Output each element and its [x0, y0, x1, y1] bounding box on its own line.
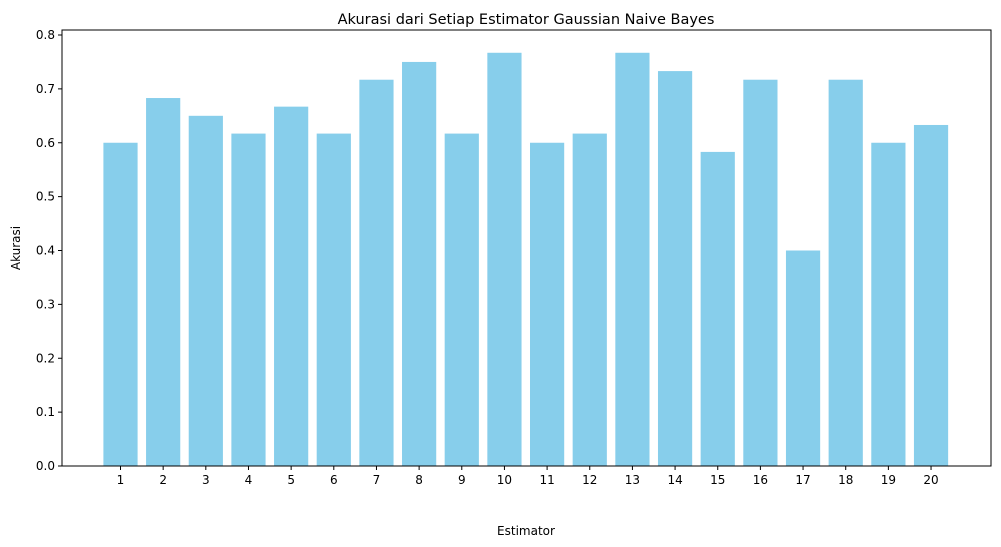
- x-tick-label-14: 14: [667, 473, 682, 487]
- bar-3: [188, 115, 223, 466]
- x-tick-label-1: 1: [117, 473, 125, 487]
- x-tick-label-12: 12: [582, 473, 597, 487]
- x-tick-label-11: 11: [539, 473, 554, 487]
- bar-18: [828, 79, 863, 466]
- y-tick-label-0.0: 0.0: [36, 459, 55, 473]
- x-tick-label-13: 13: [625, 473, 640, 487]
- y-tick-label-0.4: 0.4: [36, 244, 55, 258]
- y-tick-label-0.7: 0.7: [36, 82, 55, 96]
- bar-6: [316, 133, 351, 466]
- bar-2: [146, 98, 181, 466]
- bar-13: [615, 52, 650, 466]
- chart-title: Akurasi dari Setiap Estimator Gaussian N…: [338, 12, 715, 28]
- bar-7: [359, 79, 394, 466]
- x-tick-label-19: 19: [881, 473, 896, 487]
- y-axis: 0.0 0.1 0.2 0.3 0.4 0.5 0.6 0.7 0.8: [36, 28, 62, 473]
- x-tick-label-7: 7: [373, 473, 381, 487]
- y-tick-label-0.1: 0.1: [36, 405, 55, 419]
- x-tick-label-17: 17: [795, 473, 810, 487]
- x-tick-label-10: 10: [497, 473, 512, 487]
- x-tick-label-18: 18: [838, 473, 853, 487]
- y-axis-label: Akurasi: [9, 226, 23, 270]
- y-tick-label-0.2: 0.2: [36, 351, 55, 365]
- bar-8: [402, 61, 437, 466]
- bar-9: [444, 133, 479, 466]
- x-axis-label: Estimator: [497, 524, 555, 538]
- bar-10: [487, 52, 522, 466]
- y-tick-label-0.3: 0.3: [36, 297, 55, 311]
- plot-frame: [61, 29, 992, 467]
- y-tick-label-0.6: 0.6: [36, 136, 55, 150]
- x-tick-label-6: 6: [330, 473, 338, 487]
- x-tick-label-5: 5: [287, 473, 295, 487]
- bars-group: [103, 52, 949, 467]
- y-tick-label-0.5: 0.5: [36, 190, 55, 204]
- bar-16: [743, 79, 778, 466]
- bar-20: [913, 124, 949, 466]
- x-tick-label-3: 3: [202, 473, 210, 487]
- bar-17: [785, 250, 821, 466]
- x-tick-label-20: 20: [923, 473, 938, 487]
- x-tick-label-8: 8: [415, 473, 423, 487]
- x-tick-label-2: 2: [159, 473, 167, 487]
- x-tick-label-16: 16: [753, 473, 768, 487]
- x-tick-label-9: 9: [458, 473, 466, 487]
- x-tick-label-15: 15: [710, 473, 725, 487]
- bar-15: [700, 151, 735, 466]
- y-tick-label-0.8: 0.8: [36, 28, 55, 42]
- bar-12: [572, 133, 607, 466]
- bar-11: [530, 142, 565, 466]
- bar-14: [657, 71, 693, 466]
- x-axis: 1 2 3 4 5 6 7 8 9 10 11 12 13 14 15 16 17 18 19 20: [117, 466, 939, 487]
- bar-5: [274, 106, 309, 467]
- bar-4: [231, 133, 266, 466]
- x-tick-label-4: 4: [245, 473, 253, 487]
- bar-1: [103, 142, 138, 466]
- bar-19: [871, 142, 906, 466]
